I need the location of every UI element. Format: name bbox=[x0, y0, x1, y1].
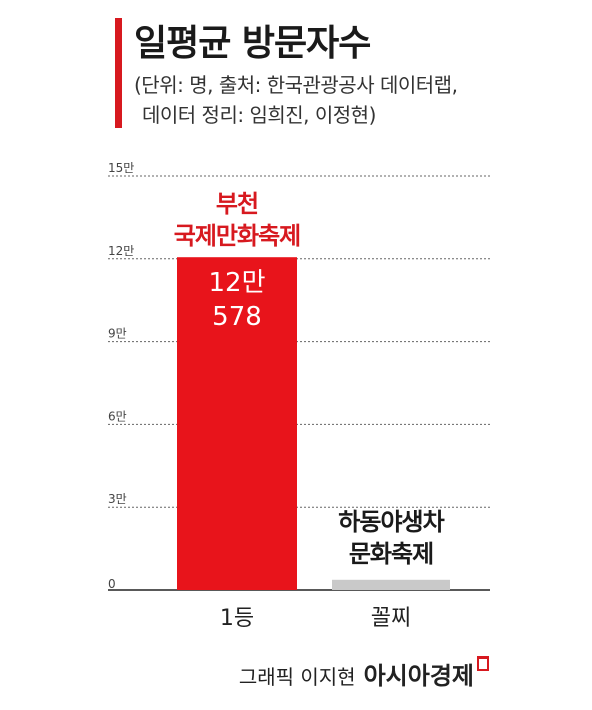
bar-name-label: 국제만화축제 bbox=[174, 222, 300, 250]
chart-title: 일평균 방문자수 bbox=[134, 23, 371, 64]
y-tick-label: 12만 bbox=[108, 244, 134, 258]
subtitle-line-1: (단위: 명, 출처: 한국관광공사 데이터랩, bbox=[134, 73, 458, 97]
y-tick-label: 9만 bbox=[108, 327, 127, 341]
y-tick-label: 0 bbox=[108, 577, 116, 591]
y-tick-label: 3만 bbox=[108, 492, 127, 506]
y-tick-label: 6만 bbox=[108, 409, 127, 423]
brand-logo: 아시아경제 bbox=[363, 662, 474, 690]
bar-last bbox=[332, 579, 450, 590]
subtitle-line-2: 데이터 정리: 임희진, 이정현) bbox=[142, 103, 376, 127]
bar-first bbox=[177, 257, 297, 590]
brand-mark-icon bbox=[477, 656, 489, 671]
y-tick-label: 15만 bbox=[108, 161, 134, 175]
x-category-label: 1등 bbox=[220, 606, 254, 631]
chart-subtitle: (단위: 명, 출처: 한국관광공사 데이터랩, 데이터 정리: 임희진, 이정… bbox=[134, 70, 458, 130]
title-accent-bar bbox=[115, 18, 122, 128]
bar-name-label: 문화축제 bbox=[349, 540, 433, 568]
data-label: 578 bbox=[212, 302, 262, 332]
bar-name-label: 부천 bbox=[216, 190, 258, 218]
data-label: 12만 bbox=[208, 268, 265, 298]
credit-text: 그래픽 이지현 bbox=[238, 665, 356, 689]
credit: 그래픽 이지현 아시아경제 bbox=[239, 656, 489, 691]
x-category-label: 꼴찌 bbox=[371, 606, 411, 631]
bar-name-label: 하동야생차 bbox=[338, 508, 444, 536]
